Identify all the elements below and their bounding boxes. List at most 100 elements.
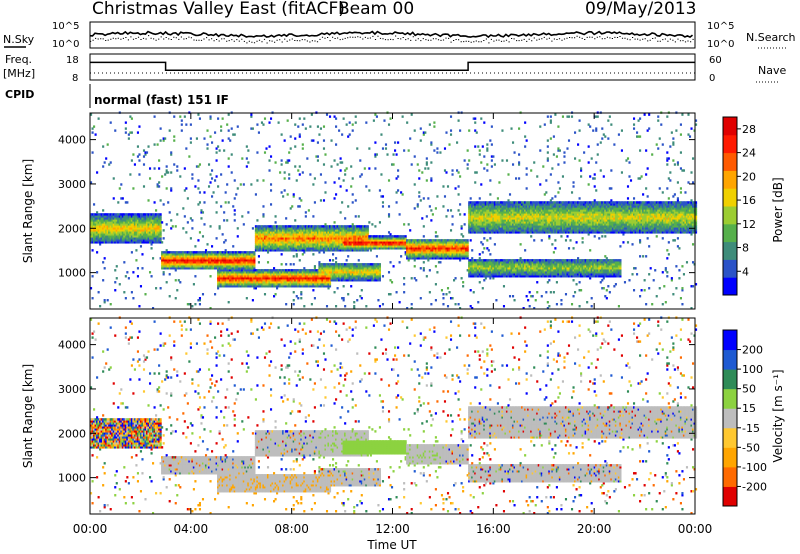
power-cell [409,137,412,140]
power-cell [97,221,100,224]
power-cell [274,293,277,296]
power-cell [108,239,111,242]
power-cell [147,217,150,220]
power-cell [217,267,220,270]
power-cell [133,241,136,244]
power-cell [218,259,221,262]
power-cell [180,253,183,256]
power-cell [156,215,159,218]
power-cell [374,167,377,170]
power-cell [150,231,153,234]
power-cell [224,285,227,288]
power-cell [127,225,130,228]
power-cell [112,239,115,242]
power-cell [180,251,183,254]
power-cell [224,271,227,274]
power-cell [191,255,194,258]
power-cell [422,261,425,264]
power-cell [301,123,304,126]
power-cell [141,233,144,236]
power-cell [145,227,149,230]
power-cell [165,257,168,260]
power-cell [148,167,152,170]
power-cell [418,195,421,198]
power-cell [155,239,158,242]
power-cell [139,241,143,244]
power-cell [158,167,161,170]
power-cell [206,143,209,146]
power-cell [158,225,161,228]
power-cell [105,223,108,226]
nave-tick-top: 60 [709,55,722,66]
power-cell [111,235,114,238]
power-cell [294,165,297,168]
power-cell [179,255,182,258]
power-cell [109,231,112,234]
power-cell [130,229,133,232]
power-cell [197,265,200,268]
power-cell [174,255,177,258]
power-cell [136,219,139,222]
power-cell [112,221,115,224]
power-cell [194,303,197,306]
power-cell [93,213,96,216]
power-cell [347,255,350,258]
power-cell [227,301,230,304]
power-cell [124,275,127,278]
power-cell [201,261,205,264]
power-cell [186,259,189,262]
power-cell [220,125,223,128]
power-cell [124,239,127,242]
power-cell [97,233,100,236]
power-cell [115,215,118,218]
power-cell [109,161,112,164]
power-cell [418,191,421,194]
power-cell [353,301,356,304]
power-cell [363,167,366,170]
power-cell [215,257,218,260]
power-cell [436,271,439,274]
power-cell [170,227,173,230]
power-cell [168,253,171,256]
power-cell [233,179,236,182]
power-cell [478,149,481,152]
power-cell [214,261,217,264]
power-cell [152,257,155,260]
power-cell [158,185,161,188]
power-cell [142,233,146,236]
power-cell [162,229,165,232]
power-cell [206,267,209,270]
power-cell [111,239,114,242]
power-cell [94,229,97,232]
power-cell [386,153,389,156]
power-cell [180,257,183,260]
power-cell [147,231,150,234]
power-cell [150,215,153,218]
power-cell [446,185,450,188]
power-cell [90,237,93,240]
power-cell [155,217,158,220]
power-cell [100,217,103,220]
power-cell [173,115,176,118]
power-cell [170,257,173,260]
power-cell [480,161,483,164]
power-cell [280,133,283,136]
power-cell [434,283,437,286]
power-cell [136,267,139,270]
power-cell [105,227,108,230]
power-cell [145,237,149,240]
power-cell [167,171,170,174]
power-cell [446,209,450,212]
power-cell [242,223,245,226]
power-cell [133,213,136,216]
power-cell [194,251,197,254]
power-cell [173,253,176,256]
power-cell [148,231,152,234]
power-cell [245,165,248,168]
power-cell [153,231,156,234]
power-cell [97,223,100,226]
power-cell [114,229,117,232]
power-cell [221,273,224,276]
power-cell [155,229,158,232]
power-cell [189,141,192,144]
